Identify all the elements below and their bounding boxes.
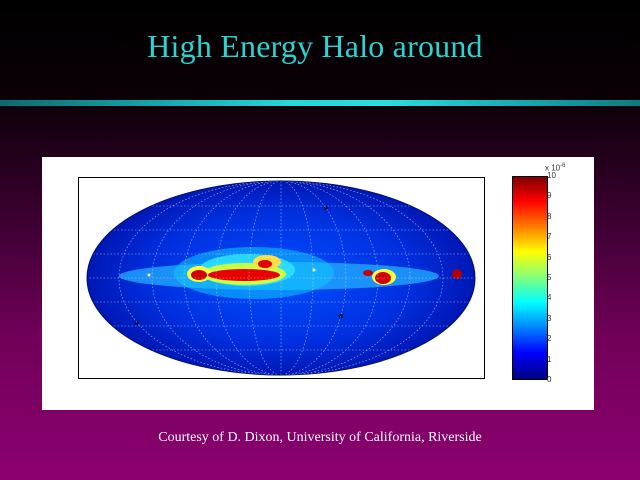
colorbar-tick-label: 7: [547, 232, 552, 242]
slide-title: High Energy Halo around: [147, 28, 483, 64]
colorbar-tick-label: 0: [547, 375, 552, 384]
title-rule: [0, 100, 640, 106]
colorbar-tick-label: 1: [547, 354, 552, 364]
colorbar-tick-label: 5: [547, 273, 552, 282]
colorbar-multiplier: x 10-6: [545, 163, 566, 173]
colorbar-tick-label: 6: [547, 252, 552, 262]
colorbar-tick-label: 4: [547, 293, 552, 303]
colorbar: [512, 176, 548, 380]
colorbar-tick-label: 2: [547, 334, 552, 344]
credit-line: Courtesy of D. Dixon, University of Cali…: [158, 430, 482, 445]
map-frame: [78, 177, 485, 379]
colorbar-tick-label: 3: [547, 313, 552, 323]
colorbar-tick-label: 8: [547, 211, 552, 221]
figure-panel: x 10-6 0 1 2 3 4 5 6 7 8 9 10: [42, 157, 594, 410]
colorbar-tick-label: 10: [547, 171, 556, 180]
galactic-center-core: [208, 269, 280, 281]
sky-map: [86, 180, 476, 376]
colorbar-tick-label: 9: [547, 191, 552, 201]
